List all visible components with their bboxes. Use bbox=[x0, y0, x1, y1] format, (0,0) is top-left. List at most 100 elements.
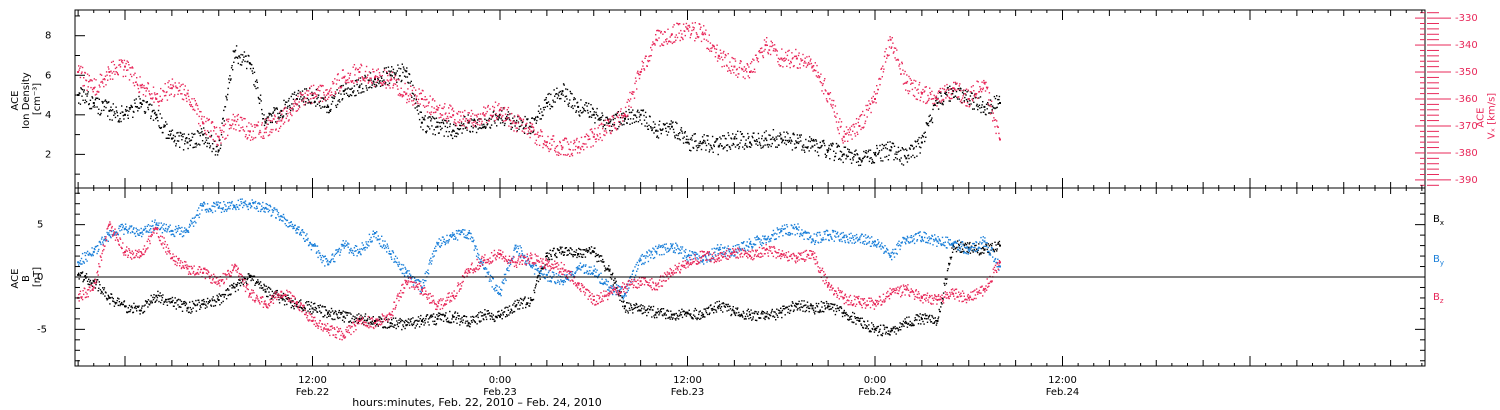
bx-dot bbox=[723, 302, 725, 305]
ion-density-dot bbox=[771, 142, 773, 145]
bx-dot bbox=[425, 318, 427, 320]
bx-dot bbox=[834, 313, 837, 316]
bx-dot bbox=[456, 322, 458, 324]
vx-dot bbox=[260, 136, 262, 138]
ion-density-dot bbox=[668, 123, 671, 125]
ion-density-dot bbox=[769, 134, 771, 137]
ion-density-point bbox=[280, 109, 283, 112]
bx-dot bbox=[412, 317, 414, 319]
ion-density-dot bbox=[781, 140, 784, 142]
ion-density-dot bbox=[227, 93, 229, 96]
bx-dot bbox=[694, 315, 696, 318]
bx-dot bbox=[578, 255, 580, 258]
vx-dot bbox=[884, 51, 886, 53]
bx-dot bbox=[114, 303, 117, 305]
bx-dot bbox=[761, 310, 763, 312]
bx-point bbox=[655, 311, 658, 314]
bx-dot bbox=[813, 311, 815, 313]
ion-density-dot bbox=[850, 162, 853, 164]
bx-dot bbox=[248, 273, 250, 275]
bx-dot bbox=[946, 269, 949, 272]
vx-dot bbox=[773, 48, 775, 50]
ion-density-dot bbox=[255, 87, 257, 90]
ion-density-dot bbox=[338, 92, 340, 94]
bx-dot bbox=[256, 281, 258, 283]
bx-dot bbox=[667, 310, 670, 312]
bx-dot bbox=[850, 318, 852, 320]
ion-density-dot bbox=[349, 94, 352, 96]
ion-density-dot bbox=[470, 125, 473, 128]
vx-dot bbox=[358, 77, 360, 79]
bx-dot bbox=[965, 244, 968, 246]
bx-point bbox=[827, 305, 830, 308]
ion-density-dot bbox=[131, 105, 133, 108]
ion-density-dot bbox=[913, 156, 916, 159]
ion-density-dot bbox=[736, 144, 738, 146]
ion-density-dot bbox=[267, 116, 270, 118]
vx-dot bbox=[797, 54, 800, 57]
bx-dot bbox=[283, 299, 285, 301]
bx-dot bbox=[618, 295, 620, 297]
vx-dot bbox=[787, 50, 789, 52]
ion-density-dot bbox=[341, 98, 344, 100]
vx-dot bbox=[551, 144, 553, 146]
bx-dot bbox=[623, 307, 626, 310]
vx-dot bbox=[149, 94, 151, 96]
ion-density-dot bbox=[575, 110, 578, 112]
bx-dot bbox=[647, 307, 649, 310]
bx-dot bbox=[786, 306, 789, 308]
bx-dot bbox=[420, 323, 422, 325]
vx-dot bbox=[103, 78, 106, 80]
bx-dot bbox=[262, 287, 264, 289]
ion-density-dot bbox=[710, 145, 712, 147]
ion-density-dot bbox=[224, 106, 227, 108]
bx-dot bbox=[765, 312, 767, 315]
ion-density-dot bbox=[945, 91, 948, 94]
bx-dot bbox=[167, 298, 170, 300]
bx-dot bbox=[555, 252, 557, 255]
ion-density-dot bbox=[679, 132, 681, 134]
vx-dot bbox=[872, 102, 874, 104]
bx-dot bbox=[821, 310, 824, 313]
vx-dot bbox=[152, 97, 154, 99]
vx-dot bbox=[461, 111, 464, 113]
vx-dot bbox=[588, 135, 590, 138]
ion-density-dot bbox=[835, 152, 837, 154]
bx-dot bbox=[894, 328, 897, 330]
vx-dot bbox=[617, 111, 619, 114]
vx-dot bbox=[963, 101, 965, 103]
ion-density-point bbox=[452, 129, 455, 132]
vx-dot bbox=[951, 90, 954, 93]
ion-density-dot bbox=[426, 130, 428, 132]
vx-dot bbox=[852, 130, 854, 132]
ion-density-dot bbox=[89, 99, 92, 101]
bx-dot bbox=[681, 316, 684, 319]
ion-density-dot bbox=[571, 105, 574, 107]
vx-dot bbox=[753, 68, 756, 70]
ion-density-dot bbox=[680, 129, 682, 131]
ion-density-dot bbox=[573, 97, 575, 99]
ion-density-point bbox=[858, 157, 861, 160]
ion-density-dot bbox=[244, 60, 246, 63]
ion-density-dot bbox=[597, 115, 599, 117]
ion-density-dot bbox=[163, 126, 166, 128]
ion-density-dot bbox=[396, 81, 398, 83]
vx-dot bbox=[771, 42, 773, 44]
vx-dot bbox=[601, 139, 603, 142]
vx-dot bbox=[383, 69, 386, 71]
vx-dot bbox=[144, 87, 146, 89]
ion-density-dot bbox=[990, 103, 992, 106]
ion-density-dot bbox=[917, 139, 919, 141]
bx-dot bbox=[85, 277, 87, 279]
bx-dot bbox=[810, 303, 812, 305]
ion-density-dot bbox=[623, 123, 625, 126]
bx-dot bbox=[258, 283, 260, 286]
ion-density-dot bbox=[198, 143, 200, 145]
ion-density-dot bbox=[831, 145, 833, 147]
vx-dot bbox=[222, 136, 224, 138]
ion-density-dot bbox=[378, 81, 381, 83]
vx-dot bbox=[533, 129, 535, 131]
bx-dot bbox=[621, 296, 623, 299]
bx-dot bbox=[479, 321, 481, 323]
vx-dot bbox=[113, 70, 115, 73]
